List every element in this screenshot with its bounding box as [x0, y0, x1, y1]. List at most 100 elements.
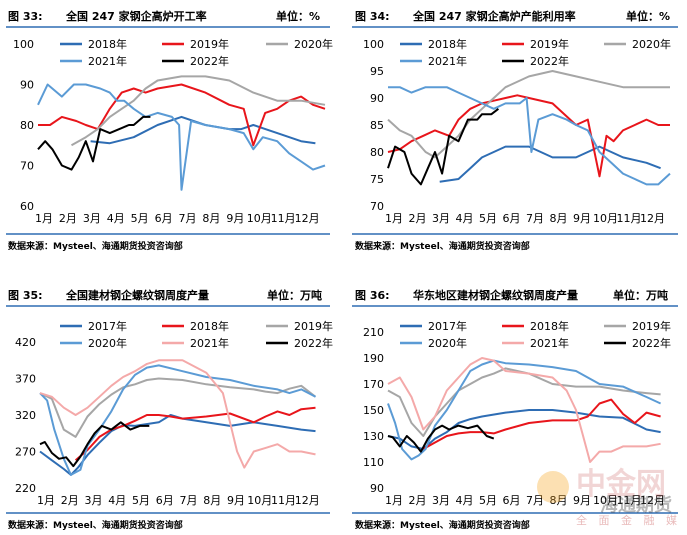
legend-label: 2021年 — [190, 336, 229, 350]
data-source: 数据来源：Mysteel、海通期货投资咨询部 — [8, 240, 183, 252]
series-line-2019年 — [387, 94, 670, 178]
x-tick-label: 4月 — [456, 494, 474, 507]
series-line-2019年 — [387, 367, 661, 437]
series-line-2021年 — [39, 359, 316, 469]
chart-unit: 单位：万吨 — [613, 288, 668, 302]
watermark-company: 海通期货 — [600, 494, 672, 516]
x-tick-label: 2月 — [409, 212, 427, 225]
x-tick-label: 10月 — [247, 494, 272, 507]
x-tick-label: 4月 — [456, 212, 474, 225]
x-tick-label: 7月 — [180, 494, 198, 507]
series-line-2020年 — [387, 359, 662, 461]
y-tick-label: 70 — [20, 160, 34, 173]
legend-label: 2020年 — [632, 37, 671, 51]
watermark: 中金网 海通期货 全 面 金 融 媒 体 — [537, 467, 687, 527]
legend-label: 2021年 — [530, 336, 569, 350]
chart-panel-4: 图 36: 华东地区建材钢企螺纹钢周度产量 单位：万吨 210 190 170 150… — [352, 288, 678, 531]
series-line-2021年 — [387, 357, 661, 463]
chart-unit: 单位：万吨 — [267, 288, 322, 302]
x-tick-label: 3月 — [432, 212, 450, 225]
legend-label: 2018年 — [190, 319, 229, 333]
y-tick-label: 110 — [363, 456, 384, 469]
chart-title: 全国建材钢企螺纹钢周度产量 — [65, 288, 209, 302]
x-tick-label: 1月 — [385, 212, 403, 225]
y-tick-label: 270 — [15, 446, 36, 459]
y-tick-label: 420 — [15, 336, 36, 349]
x-tick-label: 7月 — [526, 494, 544, 507]
chart-panel-2: 图 34: 全国 247 家钢企高炉产能利用率 单位：% 100 95 90 85 80… — [352, 9, 678, 252]
x-tick-label: 5月 — [479, 494, 497, 507]
x-tick-label: 9月 — [573, 212, 591, 225]
x-tick-label: 5月 — [131, 212, 149, 225]
chart-title: 全国 247 家钢企高炉开工率 — [65, 9, 207, 23]
chart-unit: 单位：% — [626, 9, 670, 23]
legend-label: 2021年 — [428, 54, 467, 68]
y-tick-label: 95 — [370, 65, 384, 78]
x-tick-label: 11月 — [271, 212, 296, 225]
x-tick-label: 9月 — [227, 494, 245, 507]
chart-label: 图 35: — [8, 289, 43, 302]
y-tick-label: 370 — [15, 373, 36, 386]
x-tick-label: 4月 — [107, 212, 125, 225]
series-line-2022年 — [39, 421, 150, 468]
y-tick-label: 70 — [370, 200, 384, 213]
legend-label: 2022年 — [530, 54, 569, 68]
chart-label: 图 34: — [355, 10, 390, 23]
y-tick-label: 60 — [20, 200, 34, 213]
x-tick-label: 6月 — [156, 494, 174, 507]
x-tick-label: 8月 — [203, 494, 221, 507]
chart-label: 图 36: — [355, 289, 390, 302]
legend-label: 2022年 — [294, 336, 333, 350]
series-line-2020年 — [39, 364, 316, 476]
x-tick-label: 1月 — [35, 212, 53, 225]
x-tick-label: 8月 — [550, 212, 568, 225]
x-tick-label: 3月 — [432, 494, 450, 507]
y-tick-label: 210 — [363, 326, 384, 339]
legend-label: 2021年 — [88, 54, 127, 68]
y-tick-label: 90 — [370, 92, 384, 105]
x-tick-label: 11月 — [617, 494, 642, 507]
legend-label: 2020年 — [428, 336, 467, 350]
data-source: 数据来源：Mysteel、海通期货投资咨询部 — [355, 519, 530, 531]
x-tick-label: 12月 — [640, 212, 665, 225]
legend-label: 2018年 — [530, 319, 569, 333]
series-line-2018年 — [90, 115, 316, 145]
series-line-2020年 — [387, 70, 670, 159]
chart-unit: 单位：% — [276, 9, 320, 23]
x-tick-label: 12月 — [295, 494, 320, 507]
y-tick-label: 85 — [370, 119, 384, 132]
series-line-2022年 — [387, 424, 495, 453]
x-tick-label: 1月 — [385, 494, 403, 507]
legend-label: 2019年 — [190, 37, 229, 51]
y-tick-label: 170 — [363, 378, 384, 391]
y-tick-label: 320 — [15, 409, 36, 422]
y-tick-label: 220 — [15, 482, 36, 495]
x-tick-label: 2月 — [409, 494, 427, 507]
chart-title: 华东地区建材钢企螺纹钢周度产量 — [413, 288, 578, 302]
x-tick-label: 3月 — [85, 494, 103, 507]
chart-title: 全国 247 家钢企高炉产能利用率 — [412, 9, 576, 23]
legend-label: 2017年 — [88, 319, 127, 333]
chart-label: 图 33: — [8, 10, 43, 23]
legend-label: 2022年 — [190, 54, 229, 68]
x-tick-label: 12月 — [640, 494, 665, 507]
y-tick-label: 80 — [20, 119, 34, 132]
x-tick-label: 10月 — [593, 494, 618, 507]
series-line-2018年 — [74, 406, 316, 462]
watermark-slogan: 全 面 金 融 媒 体 — [576, 513, 687, 527]
series-line-2021年 — [37, 83, 326, 191]
x-tick-label: 11月 — [617, 212, 642, 225]
y-tick-label: 100 — [13, 38, 34, 51]
x-tick-label: 7月 — [179, 212, 197, 225]
x-tick-label: 6月 — [503, 212, 521, 225]
series-line-2022年 — [387, 108, 500, 186]
x-tick-label: 2月 — [61, 494, 79, 507]
watermark-brand: 中金网 — [576, 467, 666, 502]
y-tick-label: 90 — [370, 482, 384, 495]
legend-label: 2019年 — [294, 319, 333, 333]
legend-label: 2017年 — [428, 319, 467, 333]
